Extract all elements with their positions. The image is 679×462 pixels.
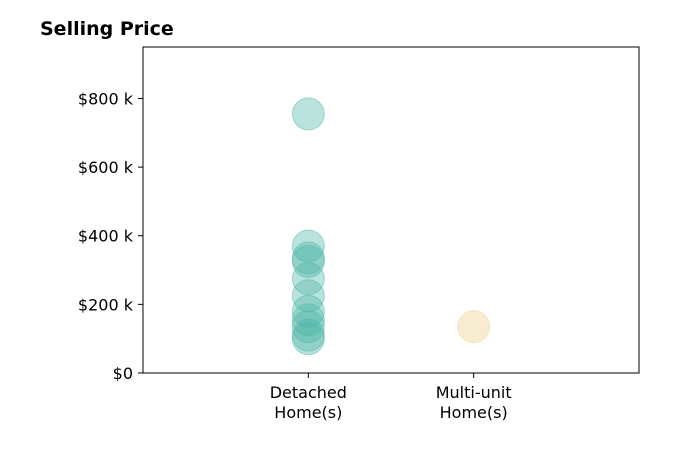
x-tick-label: Multi-unit Home(s) — [436, 383, 512, 422]
data-point — [291, 262, 325, 296]
y-tick-label: $200 k — [78, 295, 134, 314]
x-axis: Detached Home(s) Multi-unit Home(s) — [270, 373, 512, 422]
chart-title: Selling Price — [40, 18, 174, 40]
data-point — [291, 241, 325, 275]
y-axis: $0 $200 k $400 k $600 k $800 k — [78, 89, 143, 383]
data-point — [291, 279, 325, 313]
y-tick-label: $800 k — [78, 89, 134, 108]
data-point — [291, 322, 325, 356]
data-point — [291, 303, 325, 337]
data-point — [291, 97, 325, 131]
data-point — [291, 244, 325, 278]
data-point — [291, 229, 325, 263]
data-point — [291, 318, 325, 352]
y-tick-label: $600 k — [78, 158, 134, 177]
points-layer — [291, 97, 491, 356]
x-tick-label: Detached Home(s) — [270, 383, 347, 422]
plot-frame — [142, 46, 640, 374]
y-tick-label: $0 — [113, 364, 133, 383]
data-point — [291, 310, 325, 344]
data-point — [457, 310, 491, 344]
y-tick-label: $400 k — [78, 227, 134, 246]
data-point — [291, 294, 325, 328]
